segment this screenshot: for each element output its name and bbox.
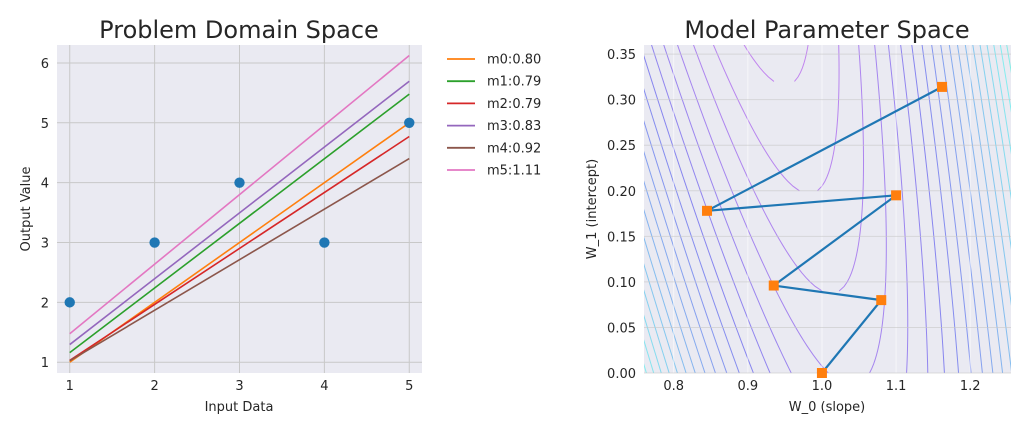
right-x-tick-label: 1.1 [886, 379, 907, 394]
legend-label: m1:0.79 [487, 75, 541, 90]
right-x-tick-label: 0.9 [737, 379, 758, 394]
contour-line [964, 45, 1011, 372]
contour-line [693, 45, 823, 292]
left-x-tick-label: 1 [66, 379, 74, 394]
contour-line [644, 289, 670, 373]
right-x-tick-labels: 0.8 0.9 1.0 1.1 1.2 [663, 379, 980, 394]
contour-line [921, 45, 960, 373]
right-x-tick-label: 1.0 [812, 379, 833, 394]
model-line [69, 54, 410, 335]
left-y-tick-label: 4 [41, 177, 49, 192]
right-y-tick-label: 0.30 [607, 94, 636, 109]
right-y-tick-label: 0.25 [607, 139, 636, 154]
contour-line [868, 45, 887, 373]
right-y-tick-label: 0.10 [607, 276, 636, 291]
contour-line [644, 208, 696, 373]
left-data-points [64, 117, 415, 308]
data-point [234, 177, 245, 188]
contour-line [956, 45, 1004, 373]
path-marker [937, 81, 948, 92]
left-x-tick-label: 5 [405, 379, 413, 394]
left-x-axis-label: Input Data [205, 400, 274, 415]
descent-path-line [706, 85, 943, 373]
data-point [404, 117, 415, 129]
right-y-tick-label: 0.35 [607, 48, 636, 63]
left-y-tick-label: 6 [41, 57, 49, 72]
contour-line [948, 45, 994, 373]
left-gridlines [57, 45, 422, 373]
right-chart-title: Model Parameter Space [684, 16, 969, 44]
contour-line [999, 45, 1011, 113]
right-descent-path [706, 85, 943, 373]
path-marker [702, 205, 713, 216]
left-y-tick-label: 1 [41, 356, 49, 371]
right-x-tick-label: 1.2 [960, 379, 981, 394]
contour-line [993, 45, 1011, 155]
legend-label: m2:0.79 [487, 97, 541, 112]
right-y-tick-label: 0.00 [607, 367, 636, 382]
left-chart-title: Problem Domain Space [99, 16, 379, 44]
contour-line [644, 263, 678, 373]
contour-line [979, 45, 1011, 250]
problem-domain-panel: 1 2 3 4 5 1 2 3 4 5 6 Problem Domain Space Input … [19, 16, 422, 415]
contour-line [986, 45, 1011, 200]
legend: m0:0.80 m1:0.79 m2:0.79 m3:0.83 m4:0.92 m5:1.… [447, 53, 541, 179]
contour-line [644, 236, 687, 373]
left-x-tick-labels: 1 2 3 4 5 [66, 379, 414, 394]
path-marker [768, 280, 779, 291]
contour-line [1010, 27, 1034, 391]
left-model-lines [69, 54, 410, 363]
left-x-tick-label: 2 [150, 379, 158, 394]
right-x-tick-label: 0.8 [663, 379, 684, 394]
contour-line [887, 45, 909, 373]
contour-line [644, 88, 740, 373]
model-line [69, 135, 410, 362]
left-x-tick-label: 3 [235, 379, 243, 394]
right-y-tick-label: 0.20 [607, 185, 636, 200]
right-y-tick-label: 0.15 [607, 230, 636, 245]
path-marker [876, 295, 887, 306]
right-y-tick-label: 0.05 [607, 321, 636, 336]
left-y-axis-label: Output Value [19, 167, 34, 252]
left-x-tick-label: 4 [320, 379, 328, 394]
data-point [319, 237, 330, 248]
contour-line [644, 314, 662, 373]
model-line [69, 80, 410, 346]
contour-line [644, 339, 655, 373]
data-point [149, 237, 160, 248]
right-y-tick-labels: 0.00 0.05 0.10 0.15 0.20 0.25 0.30 0.35 [607, 48, 636, 382]
contour-line [644, 120, 728, 373]
left-y-tick-label: 3 [41, 237, 49, 252]
left-y-tick-label: 2 [41, 296, 49, 311]
right-x-axis-label: W_0 (slope) [789, 400, 866, 415]
contour-line [911, 45, 945, 373]
model-line [69, 157, 410, 362]
contour-line [838, 45, 865, 292]
data-point [64, 297, 75, 308]
contour-line [644, 150, 716, 373]
contour-line [528, 27, 631, 391]
left-y-tick-labels: 1 2 3 4 5 6 [41, 57, 49, 371]
right-path-markers [702, 81, 948, 378]
contour-line [1022, 27, 1034, 391]
contour-line [677, 45, 829, 373]
contour-line [644, 54, 754, 373]
left-y-tick-label: 5 [41, 117, 49, 132]
contour-line [1027, 27, 1034, 391]
model-parameter-panel: 0.8 0.9 1.0 1.1 1.2 0.00 0.05 0.10 0.15 0.20 0.25… [528, 16, 1034, 415]
path-marker [816, 368, 827, 378]
legend-label: m5:1.11 [487, 164, 541, 179]
legend-label: m3:0.83 [487, 119, 541, 134]
legend-label: m4:0.92 [487, 141, 541, 156]
right-gridlines [644, 45, 1011, 374]
contour-line [644, 180, 706, 373]
legend-label: m0:0.80 [487, 53, 541, 68]
model-line [69, 93, 410, 354]
contour-line [900, 45, 929, 373]
contour-line [972, 45, 1011, 306]
right-y-axis-label: W_1 (intercept) [585, 159, 600, 259]
path-marker [891, 190, 902, 201]
contour-line [1016, 27, 1034, 391]
